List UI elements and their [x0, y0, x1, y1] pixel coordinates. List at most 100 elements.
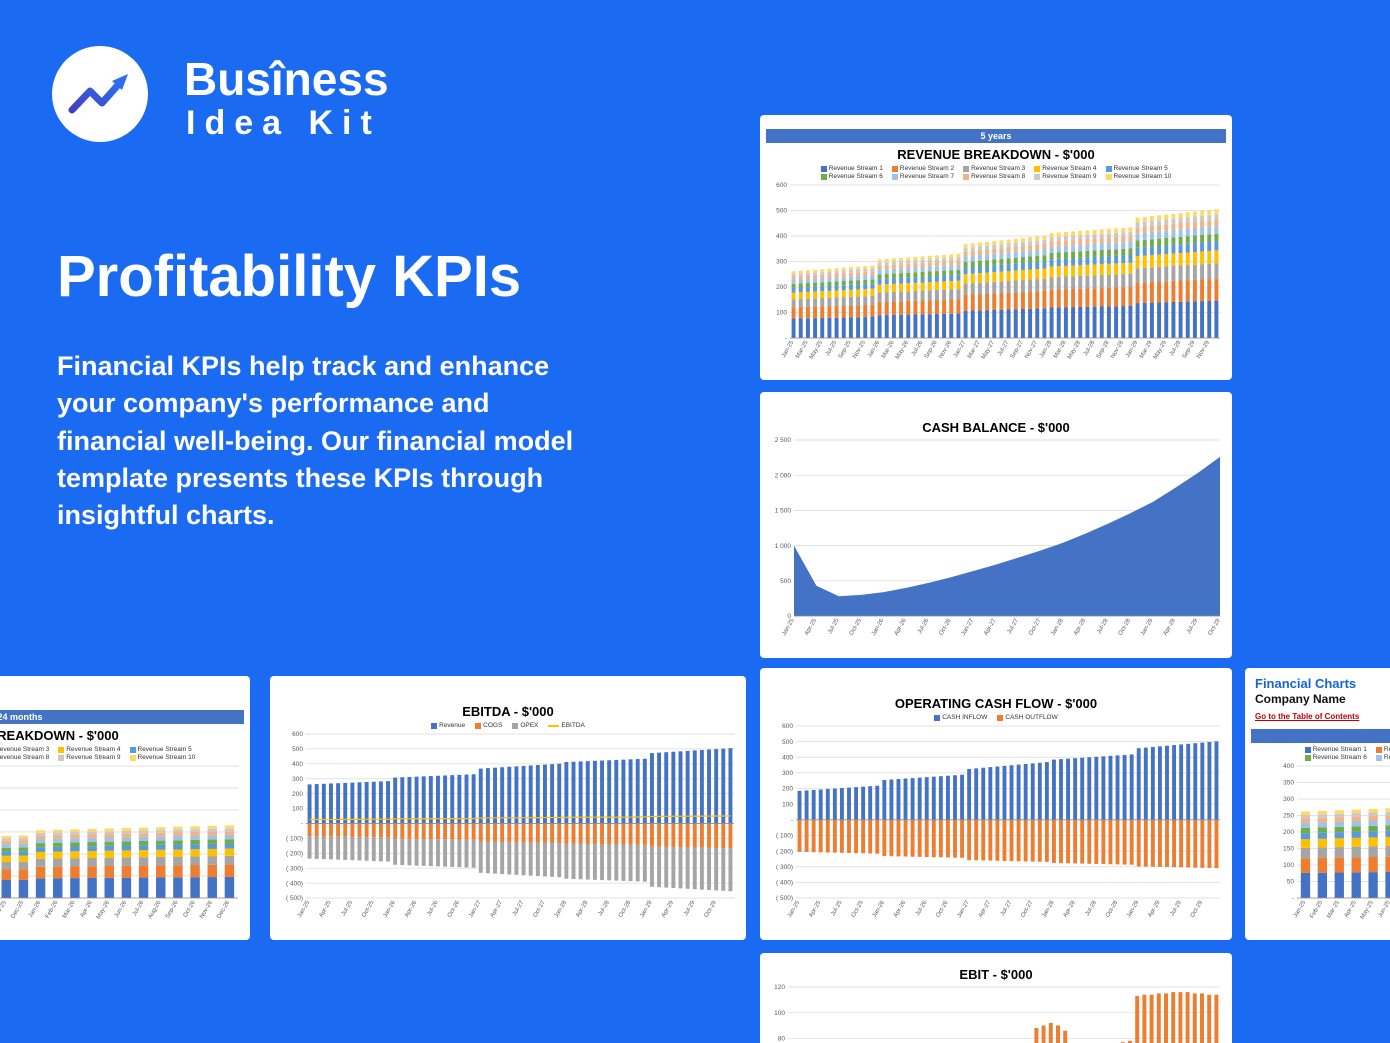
- svg-text:400: 400: [782, 754, 793, 761]
- svg-text:1 500: 1 500: [775, 508, 792, 515]
- svg-text:Mar-29: Mar-29: [1139, 339, 1154, 359]
- svg-text:( 200): ( 200): [286, 850, 303, 857]
- legend-label: Revenue Stream 4: [1042, 165, 1097, 172]
- legend-item: Revenue Stream 6: [1304, 754, 1367, 761]
- svg-text:Mar-27: Mar-27: [967, 339, 982, 359]
- svg-text:Nov-27: Nov-27: [1024, 339, 1039, 359]
- chart-title: REVENUE BREAKDOWN - $'000: [0, 728, 119, 743]
- svg-text:( 200): ( 200): [776, 848, 793, 855]
- svg-text:Nov-28: Nov-28: [1110, 339, 1125, 359]
- operating-cash-flow-plot: 600 500 400 300 200 100 - ( 100) ( 200) ( 300) ( 4…: [776, 723, 1220, 919]
- legend-label: Revenue Stream 10: [137, 754, 196, 761]
- svg-text:Jan-27: Jan-27: [953, 339, 968, 358]
- svg-text:600: 600: [292, 731, 303, 738]
- page-description: Financial KPIs help track and enhance yo…: [57, 351, 574, 530]
- legend-label: Revenue Stream 10: [1113, 173, 1172, 180]
- legend-item: Revenue Stream 2: [891, 165, 954, 172]
- svg-text:Nov-26: Nov-26: [938, 339, 953, 359]
- svg-text:( 100): ( 100): [776, 833, 793, 840]
- svg-text:Jan-26: Jan-26: [383, 899, 398, 918]
- legend-item: Revenue: [431, 722, 465, 729]
- svg-text:300: 300: [776, 259, 787, 266]
- svg-text:-: -: [301, 821, 303, 828]
- svg-text:Jan-29: Jan-29: [1126, 899, 1141, 918]
- legend-item: Revenue Stream 8: [963, 173, 1025, 180]
- company-name: Company Name: [1255, 692, 1346, 706]
- svg-text:Jan-25: Jan-25: [781, 339, 796, 358]
- legend-label: Revenue Stream 7: [899, 173, 955, 180]
- svg-text:Jul-27: Jul-27: [1000, 899, 1014, 917]
- svg-text:Apr-29: Apr-29: [661, 899, 676, 918]
- svg-text:( 300): ( 300): [776, 864, 793, 871]
- table-of-contents-link[interactable]: Go to the Table of Contents: [1255, 712, 1360, 721]
- svg-text:Sep-26: Sep-26: [165, 899, 180, 919]
- chart-legend: Revenue COGS OPEX EBITDA: [276, 722, 740, 729]
- legend-label: EBITDA: [561, 722, 585, 729]
- svg-text:Nov-26: Nov-26: [199, 899, 214, 919]
- svg-text:500: 500: [782, 739, 793, 746]
- svg-text:Sep-28: Sep-28: [1096, 339, 1111, 359]
- svg-text:Apr-25: Apr-25: [318, 899, 333, 918]
- chart-legend: CASH INFLOW CASH OUTFLOW: [766, 714, 1226, 721]
- svg-text:200: 200: [1283, 829, 1294, 836]
- svg-text:-: -: [791, 817, 793, 824]
- legend-item: EBITDA: [548, 722, 585, 729]
- svg-text:80: 80: [778, 1036, 786, 1043]
- svg-text:Jul-28: Jul-28: [1083, 339, 1097, 357]
- svg-text:-: -: [1292, 895, 1294, 902]
- svg-text:Apr-28: Apr-28: [575, 899, 590, 918]
- svg-text:Jan-26: Jan-26: [28, 899, 43, 918]
- svg-text:Jan-25: Jan-25: [781, 617, 796, 636]
- svg-text:Oct-27: Oct-27: [1028, 617, 1043, 636]
- svg-text:200: 200: [776, 284, 787, 291]
- svg-text:May-25: May-25: [809, 339, 825, 360]
- svg-text:1 000: 1 000: [775, 543, 792, 550]
- legend-label: Revenue Stream 9: [66, 754, 121, 761]
- svg-text:150: 150: [1283, 846, 1294, 853]
- chart-card-revenue-breakdown-24mo: 24 months REVENUE BREAKDOWN - $'000 Reve…: [0, 676, 250, 940]
- svg-text:50: 50: [1287, 879, 1295, 886]
- legend-label: Revenue Stream 3: [0, 746, 50, 753]
- legend-label: OPEX: [520, 722, 539, 729]
- svg-text:Mar-26: Mar-26: [881, 339, 896, 359]
- svg-text:Oct-29: Oct-29: [704, 899, 719, 918]
- svg-text:May-25: May-25: [1360, 899, 1376, 920]
- financial-charts-sheet-plot: 400 350 300 250 200 150 100 50 -Jan-25 Feb-25 Mar-…: [1283, 763, 1390, 920]
- svg-text:300: 300: [782, 770, 793, 777]
- svg-text:Apr-27: Apr-27: [490, 899, 505, 918]
- svg-text:Mar-25: Mar-25: [1326, 899, 1341, 919]
- svg-text:Jul-29: Jul-29: [1169, 339, 1183, 357]
- legend-swatch: [1105, 173, 1112, 180]
- chart-card-ebit: EBIT - $'000 12010080604020-Jan-25Apr-25…: [760, 953, 1232, 1043]
- svg-text:Apr-25: Apr-25: [1344, 899, 1359, 918]
- svg-text:( 400): ( 400): [286, 880, 303, 887]
- legend-item: Revenue Stream 8: [0, 754, 49, 761]
- legend-label: CASH OUTFLOW: [1005, 714, 1058, 721]
- legend-label: CASH INFLOW: [942, 714, 988, 721]
- svg-text:Oct-26: Oct-26: [938, 617, 953, 636]
- legend-swatch: [1375, 746, 1382, 753]
- svg-text:Oct-25: Oct-25: [851, 899, 866, 918]
- svg-text:Apr-28: Apr-28: [1063, 899, 1078, 918]
- legend-swatch: [1105, 165, 1112, 172]
- chart-title: EBIT - $'000: [959, 967, 1033, 982]
- svg-text:Jul-25: Jul-25: [825, 339, 839, 357]
- sheet-header: Financial Charts Company Name Go to the …: [1251, 674, 1390, 729]
- svg-text:Oct-29: Oct-29: [1208, 617, 1223, 636]
- svg-text:Nov-25: Nov-25: [0, 899, 8, 919]
- legend-swatch: [997, 714, 1004, 721]
- svg-text:( 400): ( 400): [776, 880, 793, 887]
- svg-text:Feb-26: Feb-26: [45, 899, 60, 919]
- svg-text:May-26: May-26: [895, 339, 911, 360]
- svg-text:600: 600: [776, 182, 787, 189]
- svg-text:Apr-26: Apr-26: [404, 899, 419, 918]
- chart-title: OPERATING CASH FLOW - $'000: [894, 696, 1098, 711]
- legend-label: Revenue Stream 6: [828, 173, 883, 180]
- svg-text:Jan-29: Jan-29: [1140, 617, 1155, 636]
- legend-swatch: [820, 173, 827, 180]
- svg-text:Jan-26: Jan-26: [872, 899, 887, 918]
- chart-title: EBITDA - $'000: [462, 704, 554, 719]
- svg-text:May-27: May-27: [981, 339, 997, 360]
